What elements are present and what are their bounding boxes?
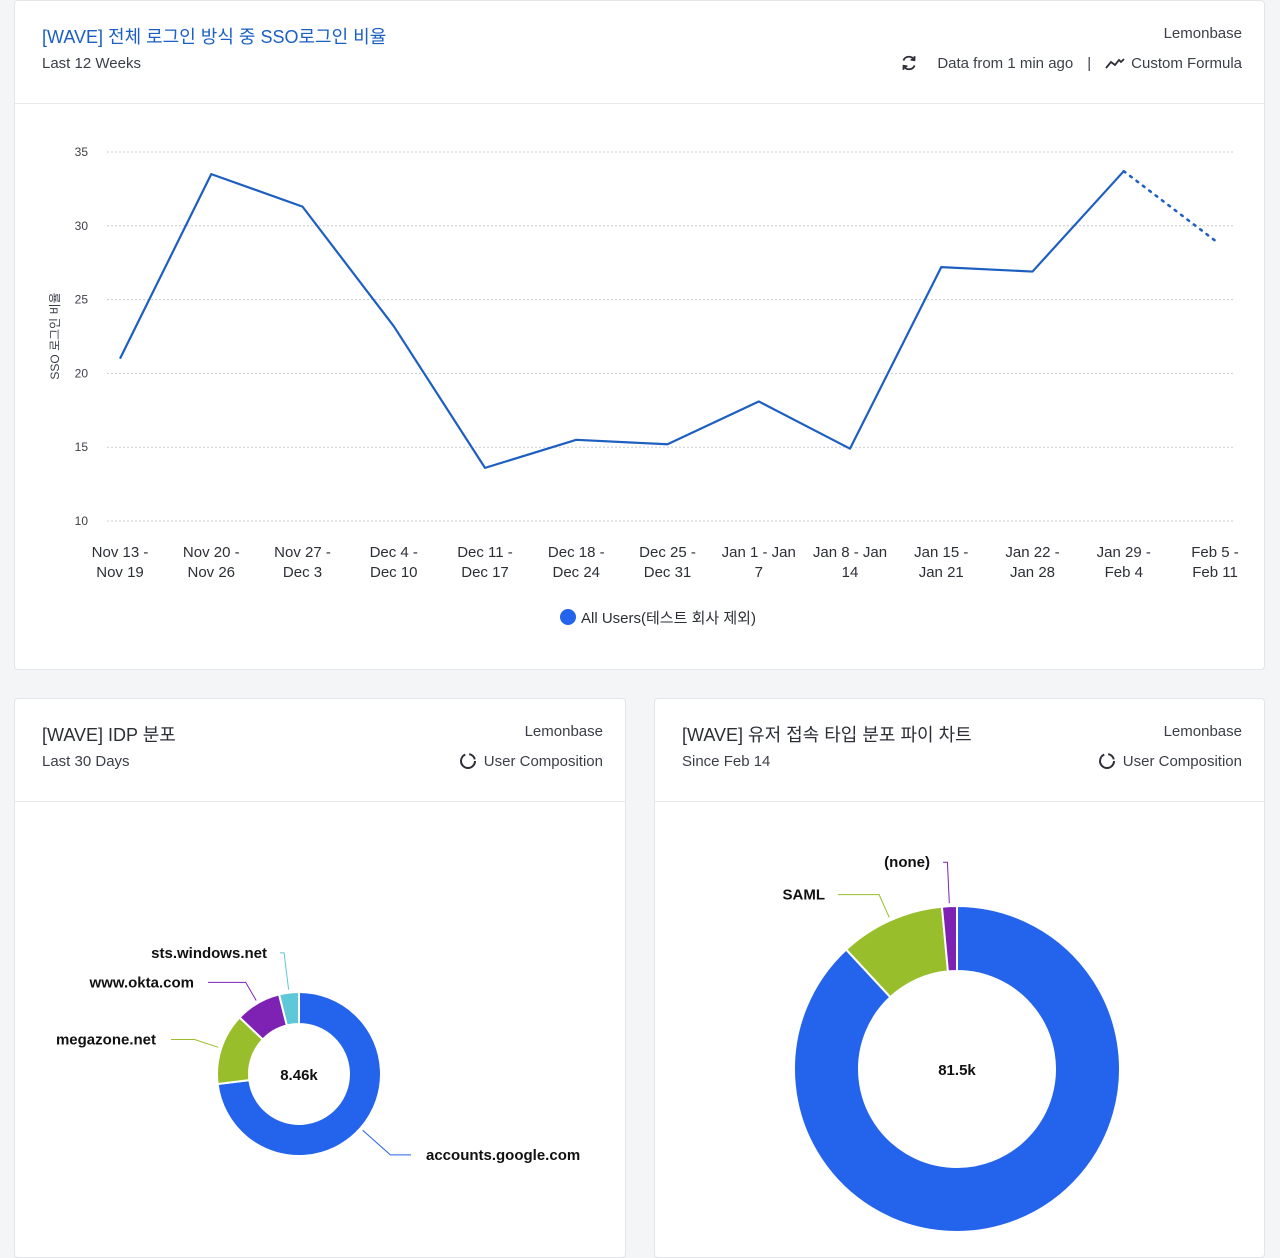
data-point[interactable]	[1212, 238, 1218, 244]
x-tick-label: Jan 15 -Jan 21	[914, 544, 968, 581]
donut-center-total: 81.5k	[938, 1062, 976, 1079]
slice-label: megazone.net	[56, 1031, 156, 1048]
y-tick-label: 25	[75, 293, 89, 307]
card-date-range: Last 30 Days	[42, 753, 130, 770]
data-point[interactable]	[391, 323, 397, 329]
card-title[interactable]: [WAVE] 전체 로그인 방식 중 SSO로그인 비율	[42, 27, 387, 47]
slice-label: accounts.google.com	[426, 1147, 580, 1164]
x-tick-label: Nov 27 -Dec 3	[274, 544, 331, 581]
slice-label: www.okta.com	[89, 974, 194, 991]
data-point[interactable]	[1030, 269, 1036, 275]
data-point[interactable]	[1121, 168, 1127, 174]
sso-ratio-card: [WAVE] 전체 로그인 방식 중 SSO로그인 비율 Last 12 Wee…	[14, 0, 1265, 670]
data-point[interactable]	[300, 204, 306, 210]
x-tick-label: Nov 20 -Nov 26	[183, 544, 240, 581]
x-tick-label: Dec 25 -Dec 31	[639, 544, 696, 581]
card-header: [WAVE] IDP 분포 Last 30 Days Lemonbase Use…	[15, 699, 625, 802]
legend[interactable]: All Users(테스트 회사 제외)	[560, 609, 756, 627]
formula-label[interactable]: Custom Formula	[1131, 54, 1242, 72]
slice-leader-line	[943, 861, 950, 904]
card-header: [WAVE] 전체 로그인 방식 중 SSO로그인 비율 Last 12 Wee…	[15, 1, 1264, 104]
card-title[interactable]: [WAVE] 유저 접속 타입 분포 파이 차트	[682, 725, 972, 745]
y-tick-label: 20	[75, 366, 89, 380]
slice-leader-line	[280, 952, 290, 990]
card-owner: Lemonbase	[524, 723, 603, 740]
slice-leader-line	[208, 981, 257, 1001]
data-freshness: Data from 1 min ago	[937, 54, 1074, 72]
data-point[interactable]	[665, 441, 671, 447]
card-header: [WAVE] 유저 접속 타입 분포 파이 차트 Since Feb 14 Le…	[655, 699, 1264, 802]
pie-slice[interactable]	[940, 904, 958, 973]
slice-label: SAML	[783, 887, 826, 904]
legend-label: All Users(테스트 회사 제외)	[581, 610, 756, 627]
x-tick-label: Jan 8 - Jan 14	[813, 544, 887, 581]
donut-center-total: 8.46k	[280, 1067, 318, 1084]
y-axis-label: SSO 로그인 비율	[48, 292, 62, 379]
data-point[interactable]	[482, 465, 488, 471]
x-tick-label: Jan 22 -Jan 28	[1005, 544, 1059, 581]
meta-separator: |	[1087, 54, 1092, 72]
x-tick-label: Dec 18 -Dec 24	[548, 544, 605, 581]
card-date-range: Last 12 Weeks	[42, 55, 141, 72]
y-tick-label: 15	[75, 440, 89, 454]
card-meta: User Composition	[1097, 751, 1242, 771]
pie-slice[interactable]	[216, 990, 382, 1157]
card-meta: Data from 1 min ago | Custom Formula	[899, 53, 1242, 73]
legend-swatch	[560, 609, 576, 625]
chart-type-label[interactable]: User Composition	[483, 752, 603, 770]
x-tick-label: Jan 29 -Feb 4	[1097, 544, 1151, 581]
data-point[interactable]	[938, 264, 944, 270]
card-title[interactable]: [WAVE] IDP 분포	[42, 725, 176, 745]
trend-icon	[1105, 53, 1125, 73]
pie-slice[interactable]	[793, 904, 1121, 1233]
slice-label: (none)	[884, 854, 930, 871]
y-tick-label: 30	[75, 219, 89, 233]
idp-donut-chart: accounts.google.com megazone.net www.okta.…	[56, 945, 580, 1164]
chart-type-label[interactable]: User Composition	[1122, 752, 1242, 770]
y-tick-label: 35	[75, 145, 89, 159]
card-owner: Lemonbase	[1163, 25, 1242, 42]
data-point[interactable]	[847, 446, 853, 452]
slice-label: sts.windows.net	[151, 945, 267, 962]
user-type-card: [WAVE] 유저 접속 타입 분포 파이 차트 Since Feb 14 Le…	[654, 698, 1265, 1258]
data-point[interactable]	[573, 437, 579, 443]
x-tick-label: Dec 11 -Dec 17	[457, 544, 513, 581]
x-tick-label: Nov 13 -Nov 19	[92, 544, 149, 581]
user-type-donut-chart: SAML (none) 81.5k	[783, 854, 1121, 1233]
slice-leader-line	[171, 1038, 219, 1048]
x-tick-label: Dec 4 -Dec 10	[370, 544, 418, 581]
card-owner: Lemonbase	[1163, 723, 1242, 740]
refresh-icon[interactable]	[899, 53, 919, 73]
card-date-range: Since Feb 14	[682, 753, 771, 770]
data-point[interactable]	[117, 356, 123, 362]
x-tick-label: Feb 5 -Feb 11	[1191, 544, 1239, 581]
card-meta: User Composition	[458, 751, 603, 771]
series-line-incomplete[interactable]	[1122, 169, 1217, 242]
data-point[interactable]	[756, 398, 762, 404]
idp-card: [WAVE] IDP 분포 Last 30 Days Lemonbase Use…	[14, 698, 626, 1258]
composition-icon	[1097, 751, 1117, 771]
x-tick-label: Jan 1 - Jan 7	[722, 544, 796, 581]
data-point[interactable]	[208, 171, 214, 177]
slice-leader-line	[362, 1129, 411, 1156]
pie-slice[interactable]	[277, 990, 300, 1027]
composition-icon	[458, 751, 478, 771]
y-tick-label: 10	[75, 514, 89, 528]
slice-leader-line	[838, 894, 890, 918]
sso-line-chart: 10 15 20 25 30 35 SSO 로그인 비율 Nov 13 -Nov 19 Nov …	[48, 145, 1239, 627]
series-line[interactable]	[119, 170, 1125, 469]
